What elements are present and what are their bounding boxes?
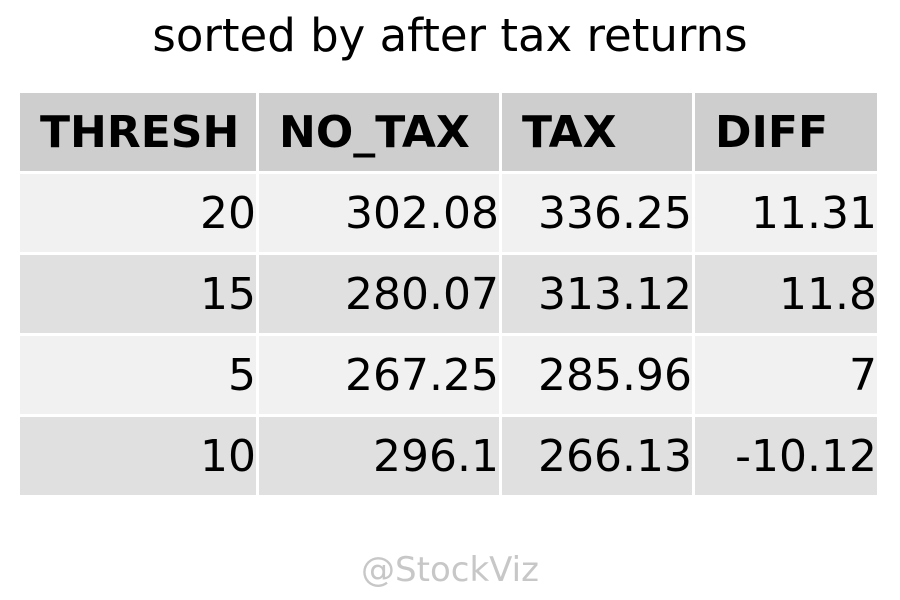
table-row: 5 267.25 285.96 7 <box>20 336 877 414</box>
cell-no-tax: 296.1 <box>259 417 499 495</box>
cell-diff: 7 <box>695 336 877 414</box>
table-row: 20 302.08 336.25 11.31 <box>20 174 877 252</box>
cell-tax: 266.13 <box>502 417 692 495</box>
table-row: 15 280.07 313.12 11.8 <box>20 255 877 333</box>
cell-diff: 11.8 <box>695 255 877 333</box>
table-row: 10 296.1 266.13 -10.12 <box>20 417 877 495</box>
cell-thresh: 10 <box>20 417 256 495</box>
watermark: @StockViz <box>361 550 539 590</box>
cell-thresh: 15 <box>20 255 256 333</box>
column-header-tax: TAX <box>502 93 692 171</box>
column-header-diff: DIFF <box>695 93 877 171</box>
cell-tax: 313.12 <box>502 255 692 333</box>
cell-thresh: 5 <box>20 336 256 414</box>
cell-thresh: 20 <box>20 174 256 252</box>
column-header-no-tax: NO_TAX <box>259 93 499 171</box>
cell-no-tax: 267.25 <box>259 336 499 414</box>
cell-tax: 336.25 <box>502 174 692 252</box>
cell-diff: -10.12 <box>695 417 877 495</box>
header-row: THRESH NO_TAX TAX DIFF <box>20 93 877 171</box>
cell-tax: 285.96 <box>502 336 692 414</box>
cell-no-tax: 302.08 <box>259 174 499 252</box>
cell-no-tax: 280.07 <box>259 255 499 333</box>
chart-title: sorted by after tax returns <box>152 9 748 62</box>
cell-diff: 11.31 <box>695 174 877 252</box>
column-header-thresh: THRESH <box>20 93 256 171</box>
returns-table: THRESH NO_TAX TAX DIFF 20 302.08 336.25 … <box>17 90 880 498</box>
